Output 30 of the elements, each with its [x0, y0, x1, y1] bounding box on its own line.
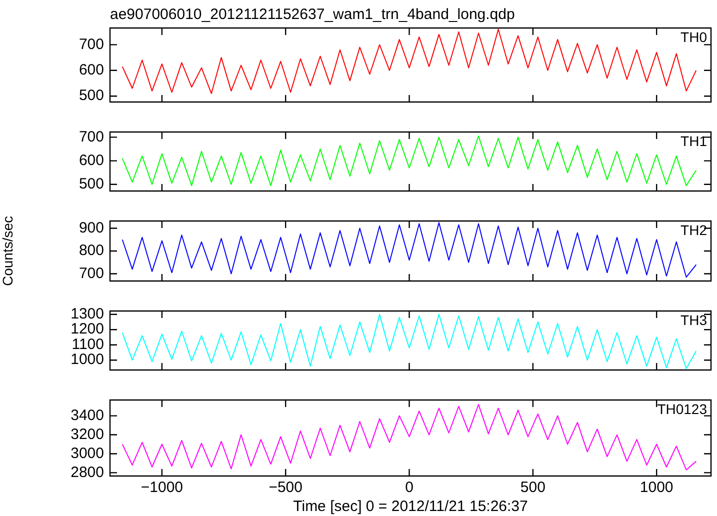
series-label: TH2 [680, 222, 708, 238]
series-label: TH1 [680, 132, 708, 149]
x-tick-label: 500 [520, 479, 546, 496]
y-tick-label: 600 [78, 62, 104, 79]
y-tick-label: 700 [78, 264, 104, 282]
series-label: TH0 [680, 28, 708, 45]
x-tick-label: −500 [268, 479, 302, 496]
y-tick-label: 1300 [70, 305, 104, 322]
y-axis-title: Counts/sec [0, 216, 16, 286]
series-label: TH3 [680, 312, 708, 328]
y-tick-label: 2800 [70, 464, 104, 481]
y-tick-label: 700 [78, 36, 104, 53]
y-tick-label: 1200 [70, 320, 104, 338]
x-axis-title: Time [sec] 0 = 2012/11/21 15:26:37 [293, 498, 528, 516]
y-tick-label: 1000 [70, 351, 104, 368]
chart-title: ae907006010_20121121152637_wam1_trn_4band_long.qdp [110, 6, 515, 23]
y-tick-label: 600 [78, 152, 104, 169]
y-tick-label: 700 [78, 128, 104, 146]
x-tick-label: −1000 [140, 479, 184, 496]
y-tick-label: 800 [78, 242, 104, 260]
y-tick-label: 500 [78, 176, 104, 193]
y-tick-label: 500 [78, 87, 104, 104]
series-label: TH0123 [657, 400, 708, 417]
y-tick-label: 3400 [70, 406, 104, 424]
y-tick-label: 3200 [70, 426, 104, 443]
y-tick-label: 900 [78, 219, 104, 236]
y-tick-label: 3000 [70, 444, 104, 462]
x-tick-label: 1000 [640, 479, 674, 496]
y-tick-label: 1100 [72, 336, 104, 353]
x-tick-label: 0 [405, 479, 414, 496]
